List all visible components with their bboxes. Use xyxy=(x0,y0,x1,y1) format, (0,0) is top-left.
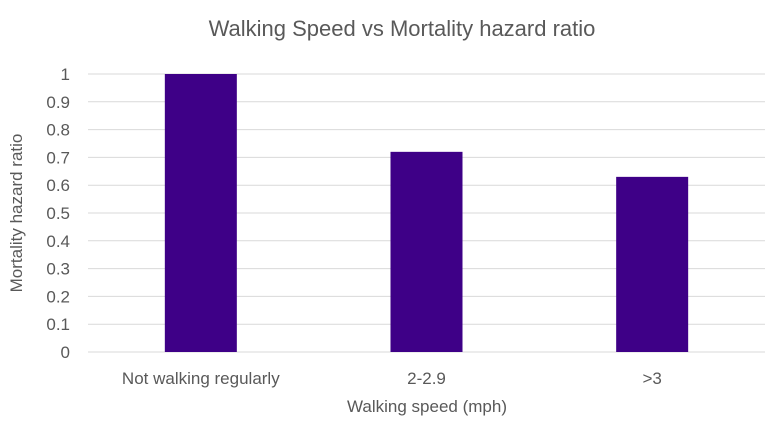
y-tick-label: 0.1 xyxy=(46,315,70,334)
bar xyxy=(616,176,689,352)
chart-title: Walking Speed vs Mortality hazard ratio xyxy=(209,16,596,41)
bar xyxy=(390,151,463,352)
y-tick-label: 0.9 xyxy=(46,93,70,112)
y-axis-title: Mortality hazard ratio xyxy=(7,134,26,293)
bar xyxy=(164,74,237,352)
y-tick-label: 0.8 xyxy=(46,121,70,140)
x-axis-ticks: Not walking regularly 2-2.9 >3 xyxy=(122,369,662,388)
y-tick-label: 0.6 xyxy=(46,176,70,195)
y-tick-label: 0.5 xyxy=(46,204,70,223)
y-tick-label: 1 xyxy=(61,65,70,84)
x-axis-title: Walking speed (mph) xyxy=(347,397,507,416)
x-tick-label: >3 xyxy=(642,369,661,388)
y-tick-label: 0 xyxy=(61,343,70,362)
x-tick-label: 2-2.9 xyxy=(407,369,446,388)
y-tick-label: 0.3 xyxy=(46,260,70,279)
x-tick-label: Not walking regularly xyxy=(122,369,280,388)
y-axis-ticks: 0 0.1 0.2 0.3 0.4 0.5 0.6 0.7 0.8 0.9 1 xyxy=(46,65,70,362)
y-tick-label: 0.4 xyxy=(46,232,70,251)
y-tick-label: 0.2 xyxy=(46,287,70,306)
bars xyxy=(164,74,689,352)
y-tick-label: 0.7 xyxy=(46,148,70,167)
